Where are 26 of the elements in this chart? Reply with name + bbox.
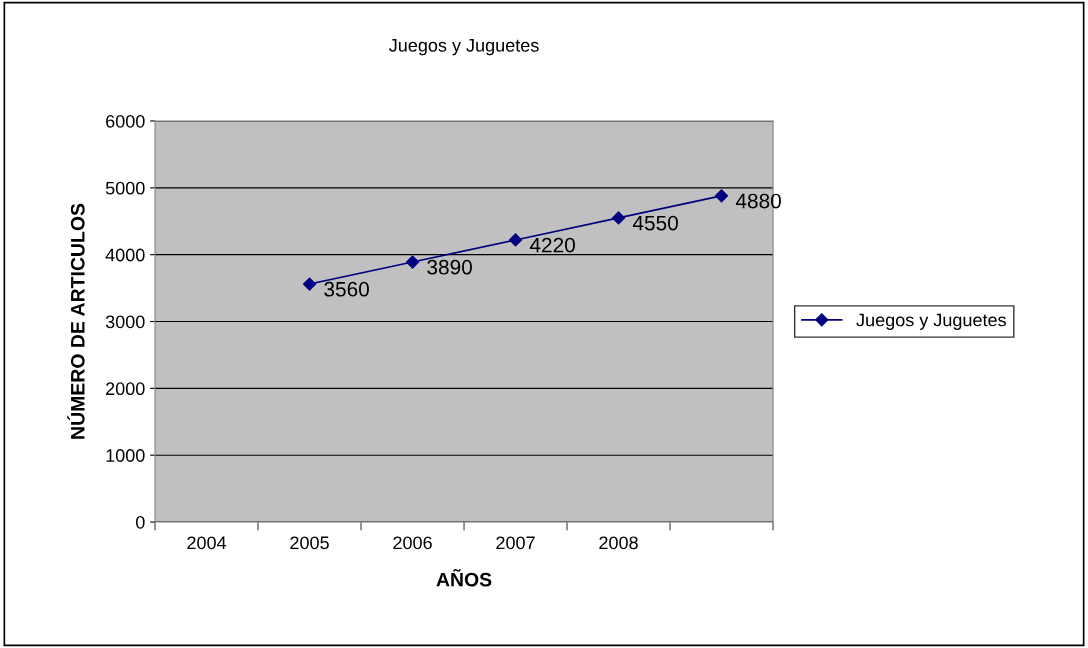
data-label: 4220	[529, 237, 575, 253]
x-tick-label: 2004	[187, 536, 227, 550]
y-tick-label: 6000	[106, 114, 145, 128]
x-tick-label: 2007	[496, 536, 535, 550]
data-label: 3890	[427, 259, 472, 275]
x-tick-label: 2006	[393, 536, 432, 550]
y-tick-label: 2000	[106, 382, 145, 396]
x-tick-label: 2008	[599, 536, 638, 550]
y-tick-label: 4000	[105, 248, 145, 262]
point	[508, 233, 523, 247]
point	[611, 211, 626, 225]
y-axis-title: NÚMERO DE ARTICULOS	[67, 203, 85, 439]
data-label: 4550	[632, 215, 678, 231]
legend-label: Juegos y Juguetes	[856, 313, 1006, 330]
point	[302, 277, 317, 291]
y-tick-label: 1000	[106, 449, 145, 462]
x-axis-title: AÑOS	[436, 568, 492, 587]
y-tick-label: 0	[135, 515, 145, 529]
y-tick-label: 3000	[105, 315, 145, 329]
x-tick-label: 2005	[290, 536, 329, 550]
chart-title: Juegos y Juguetes	[389, 39, 539, 56]
data-label: 4880	[735, 193, 781, 209]
point	[714, 189, 729, 203]
data-label: 3560	[324, 281, 369, 297]
y-tick-label: 5000	[105, 181, 145, 195]
point	[405, 255, 420, 269]
